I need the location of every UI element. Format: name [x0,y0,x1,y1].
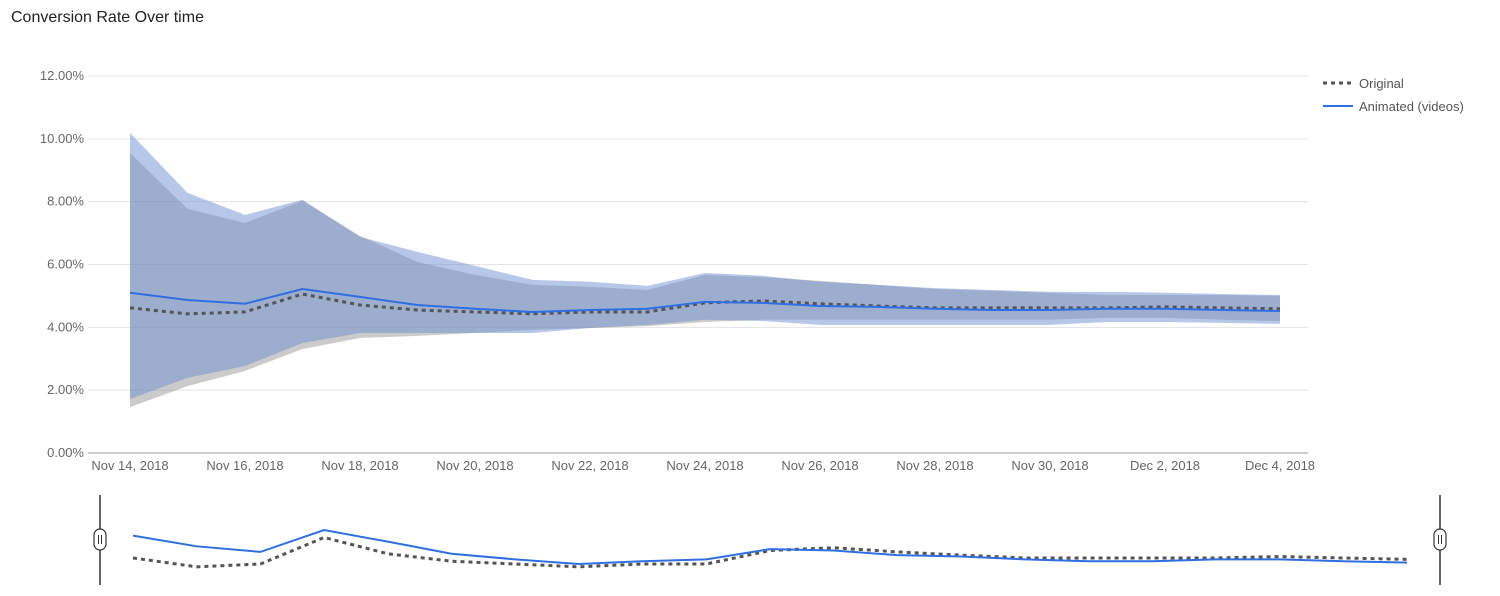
range-end-handle[interactable] [1433,528,1447,551]
x-tick-label: Nov 14, 2018 [91,458,168,473]
x-tick-label: Dec 4, 2018 [1245,458,1315,473]
y-tick-label: 2.00% [47,382,84,397]
range-start-handle[interactable] [93,528,107,551]
confidence-band [130,132,1280,399]
y-tick-label: 6.00% [47,257,84,272]
series-line [129,292,1281,316]
y-tick-label: 10.00% [40,131,85,146]
y-tick-label: 12.00% [40,68,85,83]
x-tick-label: Nov 26, 2018 [781,458,858,473]
x-tick-label: Nov 18, 2018 [321,458,398,473]
navigator-series-line [132,535,1408,569]
y-tick-label: 4.00% [47,319,84,334]
legend-label[interactable]: Original [1359,76,1404,91]
chart-title: Conversion Rate Over time [11,9,204,26]
x-tick-label: Nov 22, 2018 [551,458,628,473]
x-tick-label: Nov 28, 2018 [896,458,973,473]
x-tick-label: Nov 16, 2018 [206,458,283,473]
series-line [129,287,1281,313]
y-tick-label: 8.00% [47,194,84,209]
x-tick-label: Nov 20, 2018 [436,458,513,473]
y-tick-label: 0.00% [47,445,84,460]
x-tick-label: Nov 30, 2018 [1011,458,1088,473]
x-tick-label: Nov 24, 2018 [666,458,743,473]
navigator-series-line [132,528,1408,566]
x-tick-label: Dec 2, 2018 [1130,458,1200,473]
legend-label[interactable]: Animated (videos) [1359,99,1464,114]
